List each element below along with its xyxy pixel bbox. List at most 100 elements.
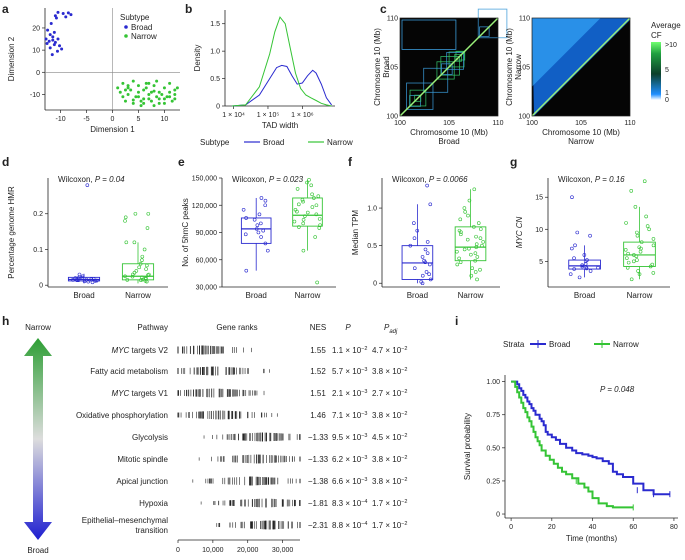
panel-label-g: g bbox=[510, 155, 517, 169]
data-point bbox=[292, 219, 297, 224]
data-point bbox=[132, 240, 137, 245]
data-point bbox=[138, 261, 143, 266]
data-point bbox=[309, 183, 314, 188]
stat-label: Wilcoxon, P = 0.0066 bbox=[392, 175, 468, 184]
data-point bbox=[455, 262, 460, 267]
data-point bbox=[137, 265, 141, 270]
panel-label-f: f bbox=[348, 155, 353, 169]
scatter-point-broad bbox=[54, 16, 58, 20]
p-value-exponent: −3 bbox=[361, 477, 367, 483]
data-point bbox=[305, 180, 309, 185]
tad-square bbox=[423, 67, 449, 93]
data-point bbox=[263, 198, 268, 203]
x-axis-label: Time (months) bbox=[566, 534, 618, 543]
y-tick-label: 5 bbox=[539, 259, 543, 266]
panel-d-boxplot: 0 0.1 0.2 Wilcoxon, P = 0.04 Percentage geno… bbox=[7, 175, 168, 300]
y-tick-label: 0.5 bbox=[367, 243, 377, 250]
y-tick-label: 0.5 bbox=[210, 76, 220, 83]
scatter-point-broad bbox=[48, 46, 52, 50]
data-point bbox=[80, 275, 85, 280]
x-tick-label: 0 bbox=[111, 116, 115, 123]
data-point bbox=[146, 273, 150, 278]
scatter-point-narrow bbox=[139, 99, 143, 103]
panel-label-d: d bbox=[2, 155, 9, 169]
x-axis-label: Chromosome 10 (Mb) bbox=[542, 128, 620, 137]
x-tick-label: 1 × 10⁶ bbox=[291, 112, 314, 119]
panel-b-density: 0 0.5 1.0 1.5 1 × 10⁴ 1 × 10⁵ 1 × 10⁶ TAD width… bbox=[193, 10, 353, 147]
data-point bbox=[465, 237, 470, 242]
padj-value-exponent: −2 bbox=[401, 521, 407, 527]
header-gene-ranks: Gene ranks bbox=[216, 323, 257, 332]
padj-value-exponent: −2 bbox=[401, 477, 407, 483]
data-point bbox=[425, 251, 430, 255]
y-tick-label: 110 bbox=[387, 16, 398, 23]
x-tick-label: 20 bbox=[548, 524, 556, 531]
nes-value: −1.33 bbox=[308, 433, 329, 442]
y-tick-label: 10 bbox=[535, 227, 543, 234]
data-point bbox=[596, 265, 600, 270]
y-axis-label: Density bbox=[193, 45, 202, 72]
pathway-name: Oxidative phosphorylation bbox=[76, 411, 168, 420]
data-point bbox=[455, 249, 459, 254]
scatter-point-broad bbox=[56, 37, 60, 41]
scatter-point-narrow bbox=[173, 88, 177, 92]
data-point bbox=[140, 254, 145, 259]
tad-square bbox=[401, 19, 457, 50]
y-tick-label: 0.50 bbox=[486, 445, 500, 452]
p-value: 5.7 × 10−3 bbox=[332, 367, 367, 376]
scatter-point-narrow bbox=[139, 104, 143, 108]
y-tick-label: 100 bbox=[386, 114, 398, 121]
p-value: 8.3 × 10−4 bbox=[332, 499, 367, 508]
p-value: 7.1 × 10−3 bbox=[332, 411, 367, 420]
p-value: 1.1 × 10−2 bbox=[332, 346, 367, 355]
scatter-point-narrow bbox=[121, 95, 125, 99]
data-point bbox=[256, 230, 261, 235]
scatter-point-broad bbox=[56, 10, 60, 14]
scatter-point-broad bbox=[69, 13, 73, 17]
panel-label-b: b bbox=[185, 2, 192, 16]
data-point bbox=[473, 251, 478, 255]
scatter-point-broad bbox=[52, 43, 56, 47]
data-point bbox=[573, 243, 577, 248]
pathway-gene: MYC bbox=[112, 346, 130, 355]
data-point bbox=[301, 221, 305, 226]
scatter-point-narrow bbox=[131, 79, 135, 83]
scatter-point-narrow bbox=[152, 89, 156, 93]
data-point bbox=[146, 211, 151, 216]
data-point bbox=[123, 219, 127, 223]
y-axis-label: Dimension 2 bbox=[7, 36, 16, 81]
p-value: 8.8 × 10−4 bbox=[332, 521, 367, 530]
scatter-point-narrow bbox=[157, 97, 161, 101]
scatter-point-broad bbox=[48, 33, 52, 37]
legend-label-narrow: Narrow bbox=[613, 340, 639, 349]
pathway-name: Glycolysis bbox=[132, 433, 168, 442]
data-point bbox=[650, 262, 655, 267]
data-point bbox=[635, 233, 640, 238]
arrow-top-label: Narrow bbox=[25, 323, 51, 332]
data-point bbox=[261, 228, 266, 233]
data-point bbox=[124, 240, 129, 245]
scatter-point-narrow bbox=[149, 90, 153, 94]
heatmap-diagonal bbox=[531, 17, 631, 117]
heatmap-title: Broad bbox=[382, 56, 391, 77]
data-point bbox=[651, 271, 656, 275]
y-tick-label: 110 bbox=[519, 16, 530, 23]
data-point bbox=[244, 216, 248, 220]
scatter-point-narrow bbox=[149, 99, 153, 103]
data-point bbox=[467, 198, 472, 203]
scatter-point-broad bbox=[64, 15, 68, 19]
y-axis-label: Chromosome 10 (Mb) bbox=[373, 28, 382, 106]
panel-i-survival: 0 0.25 0.50 0.75 1.00 0 20 40 60 80 Time (months) S… bbox=[463, 340, 678, 543]
y-tick-label: 1.0 bbox=[210, 49, 220, 56]
scatter-point-narrow bbox=[147, 92, 151, 96]
data-point bbox=[295, 209, 299, 214]
p-value: 9.5 × 10−3 bbox=[332, 433, 367, 442]
padj-value-exponent: −2 bbox=[401, 389, 407, 395]
scatter-point-narrow bbox=[116, 86, 120, 90]
y-tick-label: -10 bbox=[30, 92, 40, 99]
p-value-annotation: P = 0.048 bbox=[600, 385, 635, 394]
x-tick-label: 110 bbox=[624, 120, 635, 127]
scatter-point-broad bbox=[51, 38, 55, 42]
data-point bbox=[625, 265, 630, 270]
scatter-point-narrow bbox=[162, 101, 166, 105]
